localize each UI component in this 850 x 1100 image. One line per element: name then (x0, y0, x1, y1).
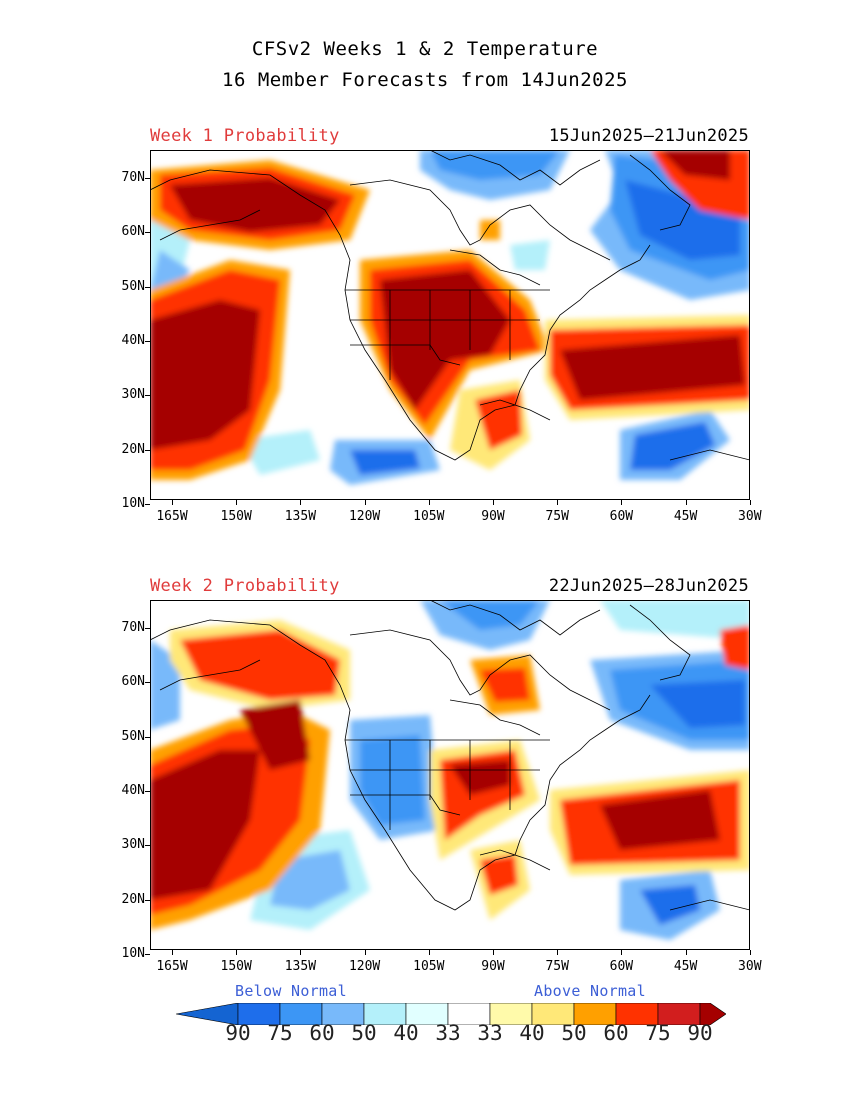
lon-label: 60W (609, 959, 634, 974)
lon-tick (557, 500, 559, 505)
lon-label: 60W (609, 509, 634, 524)
lon-tick (749, 500, 751, 505)
above-normal-label: Above Normal (534, 982, 646, 1000)
legend-value: 50 (561, 1021, 587, 1045)
lon-label: 150W (220, 509, 252, 524)
lon-label: 165W (156, 509, 188, 524)
lat-tick (145, 845, 150, 847)
lon-tick (685, 500, 687, 505)
lat-label: 70N (121, 620, 145, 635)
lat-tick (145, 449, 150, 451)
lat-tick (145, 682, 150, 684)
legend-value: 40 (393, 1021, 419, 1045)
lon-tick (364, 950, 366, 955)
lat-tick (145, 232, 150, 234)
lon-label: 30W (738, 959, 762, 974)
lon-label: 105W (413, 959, 445, 974)
lon-tick (300, 500, 302, 505)
color-legend-bar (175, 1002, 727, 1029)
lon-label: 90W (481, 959, 505, 974)
lat-label: 30N (121, 837, 145, 853)
lat-label: 20N (121, 891, 145, 907)
lon-tick (428, 950, 430, 955)
lon-label: 105W (413, 509, 445, 524)
week2-dates: 22Jun2025—28Jun2025 (548, 576, 749, 596)
legend-value: 90 (687, 1021, 713, 1045)
lon-label: 165W (156, 959, 188, 974)
lon-label: 120W (348, 959, 381, 974)
lat-label: 60N (121, 224, 145, 240)
lat-label: 50N (121, 278, 145, 294)
lon-tick (236, 500, 238, 505)
lat-tick (145, 286, 150, 288)
title-line-2: 16 Member Forecasts from 14Jun2025 (222, 69, 628, 91)
lat-tick (145, 790, 150, 792)
lon-label: 45W (673, 509, 698, 524)
lat-tick (145, 178, 150, 179)
lat-label: 10N (121, 945, 145, 961)
lon-label: 135W (284, 509, 317, 524)
lon-label: 135W (284, 959, 317, 974)
legend-value: 50 (351, 1021, 377, 1045)
legend-value: 90 (225, 1021, 251, 1045)
lon-label: 120W (348, 509, 381, 524)
lat-tick (145, 503, 150, 505)
lon-tick (172, 950, 173, 955)
lon-label: 150W (220, 959, 252, 974)
lon-label: 90W (481, 509, 505, 524)
below-normal-label: Below Normal (235, 982, 347, 1000)
lon-tick (493, 950, 494, 955)
lat-tick (145, 395, 150, 397)
lon-tick (685, 950, 687, 955)
legend-value: 75 (267, 1021, 293, 1045)
legend-value: 33 (477, 1021, 503, 1045)
lon-tick (493, 500, 494, 505)
week1-map (150, 150, 750, 500)
lat-tick (145, 899, 150, 901)
lat-label: 40N (121, 782, 145, 798)
lon-tick (749, 950, 751, 955)
lon-tick (557, 950, 559, 955)
week2-map (150, 600, 750, 950)
legend-value: 60 (603, 1021, 629, 1045)
legend-swatch (699, 1002, 727, 1026)
lat-label: 40N (121, 332, 145, 348)
lat-label: 10N (121, 495, 145, 511)
legend-value: 75 (645, 1021, 671, 1045)
lat-tick (145, 628, 150, 629)
legend-value: 60 (309, 1021, 335, 1045)
lon-label: 30W (738, 509, 762, 524)
lon-tick (621, 950, 623, 955)
lat-tick (145, 736, 150, 738)
lon-tick (300, 950, 302, 955)
lon-tick (236, 950, 238, 955)
lon-label: 75W (545, 509, 569, 524)
lat-label: 60N (121, 674, 145, 690)
title-line-1: CFSv2 Weeks 1 & 2 Temperature (251, 38, 599, 60)
lat-tick (145, 953, 150, 955)
week2-label: Week 2 Probability (150, 576, 340, 596)
lat-label: 50N (121, 728, 145, 744)
lon-label: 75W (545, 959, 569, 974)
lat-label: 70N (121, 170, 145, 185)
legend-value: 33 (435, 1021, 461, 1045)
lon-tick (428, 500, 430, 505)
lat-tick (145, 340, 150, 342)
lat-label: 20N (121, 441, 145, 457)
lon-tick (364, 500, 366, 505)
lat-label: 30N (121, 387, 145, 403)
lon-label: 45W (673, 959, 698, 974)
week1-label: Week 1 Probability (150, 126, 340, 146)
week1-dates: 15Jun2025—21Jun2025 (548, 126, 749, 146)
lon-tick (172, 500, 173, 505)
lon-tick (621, 500, 623, 505)
legend-value: 40 (519, 1021, 545, 1045)
